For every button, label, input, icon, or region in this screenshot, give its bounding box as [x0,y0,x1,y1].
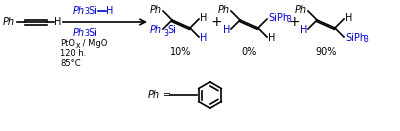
Text: 10%: 10% [170,47,192,57]
Text: 3: 3 [163,29,168,37]
Text: 3: 3 [84,7,89,15]
Text: =: = [163,90,171,100]
Text: Ph: Ph [150,5,162,15]
Text: 3: 3 [84,29,89,37]
Text: Ph: Ph [295,5,307,15]
Text: Ph: Ph [218,5,230,15]
Text: x: x [76,42,80,50]
Text: H: H [268,33,275,43]
Text: 0%: 0% [241,47,257,57]
Text: H: H [300,25,307,35]
Text: H: H [54,17,61,27]
Text: PtO: PtO [60,40,75,48]
Text: H: H [106,6,113,16]
Text: 90%: 90% [315,47,337,57]
Text: 120 h.: 120 h. [60,50,86,59]
Text: Si: Si [167,25,176,35]
Text: H: H [200,33,207,43]
Text: Ph: Ph [150,25,162,35]
Text: +: + [210,15,222,29]
Text: H: H [223,25,230,35]
Text: Ph: Ph [3,17,15,27]
Text: 3: 3 [363,36,368,45]
Text: +: + [288,15,300,29]
Text: / MgO: / MgO [80,40,107,48]
Text: Ph: Ph [73,6,85,16]
Text: H: H [345,13,352,23]
Text: Si: Si [88,6,97,16]
Text: 3: 3 [286,15,291,24]
Text: H: H [200,13,207,23]
Text: SiPh: SiPh [268,13,289,23]
Text: Ph: Ph [148,90,160,100]
Text: Ph: Ph [73,28,85,38]
Text: 85°C: 85°C [60,59,81,69]
Text: SiPh: SiPh [345,33,366,43]
Text: Si: Si [88,28,97,38]
